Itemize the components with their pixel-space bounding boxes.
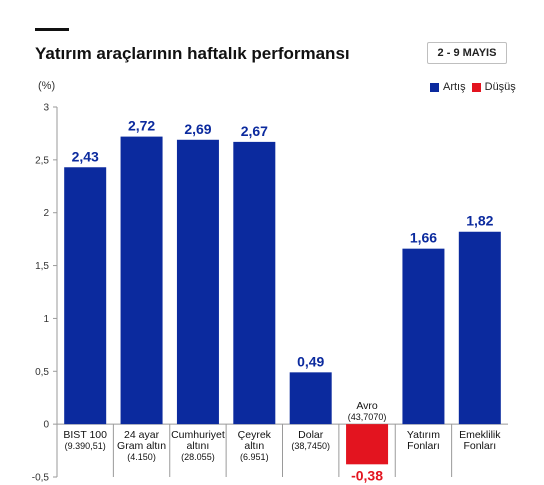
bar <box>346 424 389 465</box>
category-label: Yatırım Fonları <box>407 429 440 452</box>
category-label: Avro (43,7070) <box>348 400 387 422</box>
date-range-badge: 2 - 9 MAYIS <box>427 42 507 64</box>
y-tick-label: 2,5 <box>35 155 49 166</box>
bar <box>176 139 219 425</box>
legend-item-decrease: Düşüş <box>471 81 516 93</box>
bar <box>233 141 276 425</box>
y-tick-label: 1 <box>43 314 49 325</box>
data-label: 1,82 <box>466 213 493 229</box>
legend-item-increase: Artış <box>430 81 466 93</box>
category-label: Çeyrek altın (6.951) <box>238 429 272 462</box>
data-label: 2,67 <box>241 123 268 139</box>
bar <box>64 167 107 425</box>
data-label: 2,69 <box>184 121 211 137</box>
legend-label-increase: Artış <box>443 81 466 93</box>
data-label: 1,66 <box>410 230 437 246</box>
y-tick-label: 0 <box>43 420 49 431</box>
legend-swatch-increase <box>430 82 439 92</box>
y-tick-label: 2 <box>43 208 49 219</box>
legend-swatch-decrease <box>471 82 481 92</box>
bar <box>458 231 501 425</box>
data-label: 2,43 <box>72 148 99 164</box>
bar <box>120 136 163 425</box>
bar <box>289 372 332 425</box>
data-label: -0,38 <box>351 467 383 483</box>
legend: Artış Düşüş <box>430 81 522 93</box>
bar <box>402 248 445 425</box>
y-tick-label: 3 <box>43 103 49 114</box>
header-rule <box>35 28 69 31</box>
y-axis-unit: (%) <box>38 80 56 92</box>
y-tick-label: 1,5 <box>35 261 49 272</box>
category-label: Cumhuriyet altını (28.055) <box>171 429 225 462</box>
category-label: Emeklilik Fonları <box>459 429 501 452</box>
y-tick-label: 0,5 <box>35 367 49 378</box>
legend-label-decrease: Düşüş <box>484 81 516 93</box>
category-label: Dolar (38,7450) <box>291 429 330 451</box>
category-label: BIST 100 (9.390,51) <box>63 429 107 451</box>
category-label: 24 ayar Gram altın (4.150) <box>117 429 166 462</box>
chart-title: Yatırım araçlarının haftalık performansı <box>35 44 350 63</box>
data-label: 0,49 <box>297 353 324 369</box>
data-label: 2,72 <box>128 118 155 134</box>
y-tick-label: -0,5 <box>32 473 50 484</box>
